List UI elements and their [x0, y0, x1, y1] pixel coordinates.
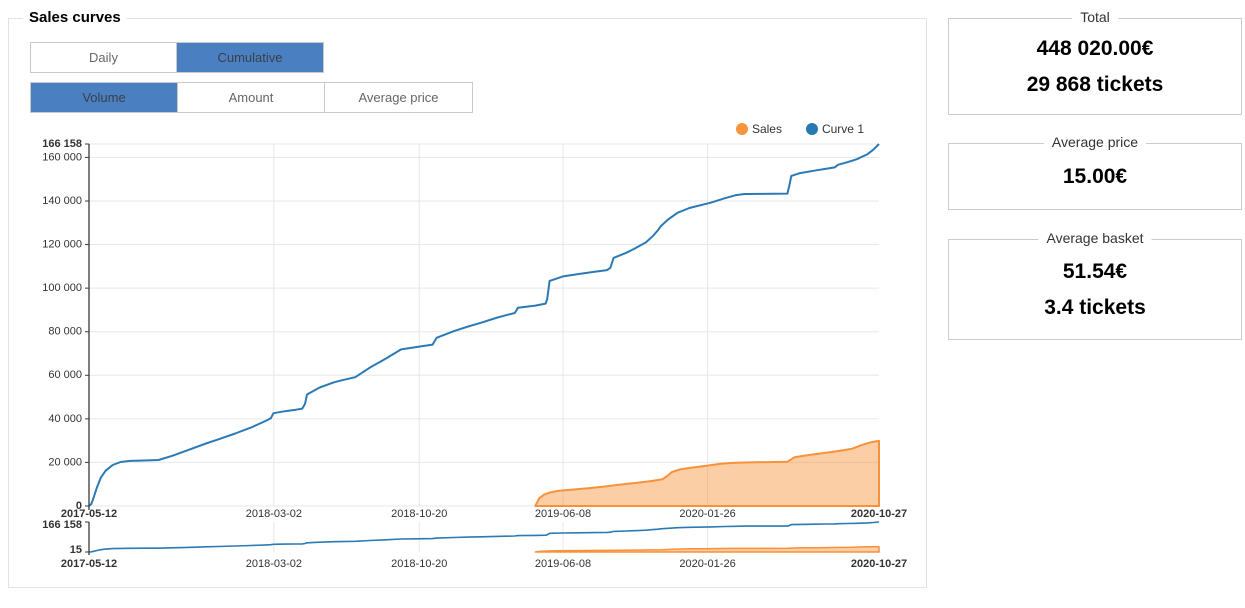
legend-item-curve-1[interactable]: Curve 1 [805, 122, 864, 136]
x-tick-label: 2017-05-12 [61, 508, 117, 520]
period-button-daily[interactable]: Daily [31, 43, 177, 72]
legend-item-sales[interactable]: Sales [735, 122, 782, 136]
legend-label: Sales [751, 122, 782, 136]
sales-legend-dot-icon [735, 123, 748, 135]
average-basket-card: Average basket 51.54€ 3.4 tickets [948, 230, 1242, 340]
nav-x-tick-label: 2018-03-02 [246, 558, 302, 570]
curve-1-legend-dot-icon [805, 123, 818, 135]
y-tick-label: 20 000 [48, 456, 82, 468]
navigator-curve1-line [88, 521, 880, 553]
nav-x-tick-label: 2020-10-27 [851, 558, 907, 570]
nav-x-tick-label: 2018-10-20 [391, 558, 447, 570]
x-tick-label: 2018-10-20 [391, 508, 447, 520]
total-card-values: 448 020.00€ 29 868 tickets [949, 19, 1241, 114]
metric-button-amount[interactable]: Amount [178, 83, 325, 112]
total-value: 448 020.00€ [1036, 36, 1154, 60]
curve1-line-series [88, 143, 880, 507]
y-tick-label: 80 000 [48, 326, 82, 338]
y-tick-label: 166 158 [42, 138, 82, 150]
y-tick-label: 160 000 [42, 151, 82, 163]
average-basket-value: 3.4 tickets [1044, 295, 1146, 319]
average-basket-value: 51.54€ [1062, 259, 1128, 283]
chart-legend: Sales Curve 1 [735, 122, 864, 136]
metric-button-volume[interactable]: Volume [31, 83, 178, 112]
x-tick-label: 2019-06-08 [535, 508, 591, 520]
nav-x-tick-label: 2019-06-08 [535, 558, 591, 570]
x-tick-label: 2020-01-26 [679, 508, 735, 520]
y-tick-label: 0 [76, 500, 82, 512]
average-basket-card-title: Average basket [1038, 230, 1152, 246]
legend-label: Curve 1 [821, 122, 864, 136]
sales-curves-panel: Sales curves Daily Cumulative Volume Amoun… [8, 9, 927, 588]
average-basket-card-values: 51.54€ 3.4 tickets [949, 240, 1241, 339]
y-tick-label: 120 000 [42, 238, 82, 250]
period-toggle-group: Daily Cumulative [30, 42, 324, 73]
y-tick-label: 100 000 [42, 282, 82, 294]
y-tick-label: 60 000 [48, 369, 82, 381]
average-price-card: Average price 15.00€ [948, 134, 1242, 210]
metric-toggle-group: Volume Amount Average price [30, 82, 473, 113]
total-value: 29 868 tickets [1026, 72, 1164, 96]
average-price-card-values: 15.00€ [949, 144, 1241, 209]
average-price-card-title: Average price [1043, 134, 1147, 150]
total-card-title: Total [1072, 9, 1118, 25]
nav-x-tick-label: 2020-01-26 [679, 558, 735, 570]
metric-button-average-price[interactable]: Average price [325, 83, 472, 112]
nav-x-tick-label: 2017-05-12 [61, 558, 117, 570]
nav-y-top-label: 166 158 [42, 519, 82, 531]
x-tick-label: 2020-10-27 [851, 508, 907, 520]
y-tick-label: 140 000 [42, 195, 82, 207]
sales-area-series [534, 439, 880, 507]
y-tick-label: 40 000 [48, 413, 82, 425]
average-price-value: 15.00€ [1062, 164, 1128, 188]
total-card: Total 448 020.00€ 29 868 tickets [948, 9, 1242, 115]
period-button-cumulative[interactable]: Cumulative [177, 43, 323, 72]
x-tick-label: 2018-03-02 [246, 508, 302, 520]
nav-y-bottom-label: 15 [70, 544, 82, 556]
navigator-sales-area [534, 545, 880, 553]
range-selector[interactable] [89, 522, 879, 552]
panel-title: Sales curves [23, 9, 127, 26]
